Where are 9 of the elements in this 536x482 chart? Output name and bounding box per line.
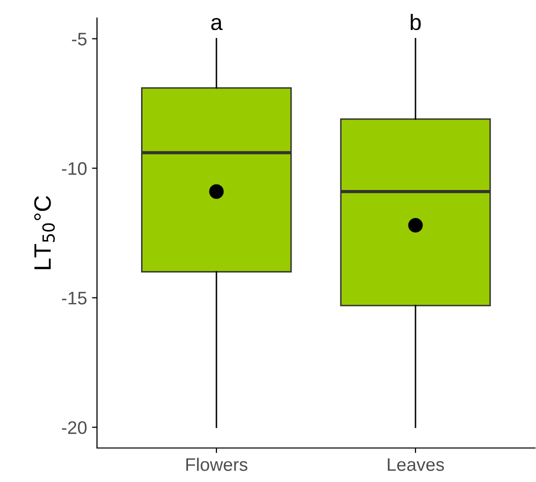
- x-tick-label: Flowers: [186, 458, 248, 471]
- annotation: b: [410, 14, 421, 30]
- y-tick-label: -20: [62, 421, 87, 434]
- x-tick-label: Leaves: [388, 458, 444, 471]
- annotation: a: [211, 18, 223, 30]
- y-tick-label: -15: [62, 292, 87, 304]
- y-tick-label: -10: [62, 162, 87, 175]
- y-axis-title: LT$_{50}$°C: [34, 196, 55, 270]
- y-tick-label: -5: [72, 32, 87, 46]
